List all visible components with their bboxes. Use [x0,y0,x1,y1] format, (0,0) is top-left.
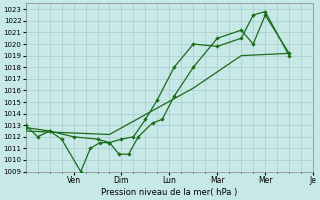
X-axis label: Pression niveau de la mer( hPa ): Pression niveau de la mer( hPa ) [101,188,237,197]
